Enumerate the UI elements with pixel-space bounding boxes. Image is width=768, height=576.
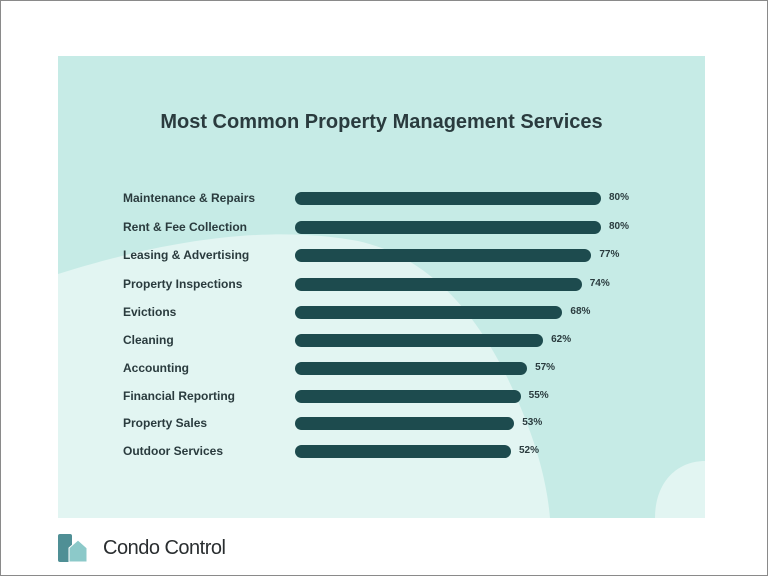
value-label: 53% [522, 417, 543, 428]
category-label: Financial Reporting [123, 389, 236, 403]
brand-name: Condo Control [103, 537, 226, 559]
value-label: 57% [535, 362, 556, 373]
category-label: Leasing & Advertising [123, 248, 250, 262]
value-label: 77% [599, 249, 620, 260]
category-label: Evictions [123, 305, 177, 319]
category-label: Accounting [123, 361, 189, 375]
value-label: 74% [589, 278, 610, 289]
bar [295, 334, 544, 347]
category-label: Maintenance & Repairs [123, 191, 256, 205]
bar [295, 306, 563, 319]
category-label: Outdoor Services [123, 444, 224, 458]
bar [295, 362, 528, 375]
bar [295, 221, 601, 234]
value-label: 68% [570, 306, 591, 317]
category-label: Rent & Fee Collection [123, 220, 248, 234]
value-label: 80% [608, 221, 629, 232]
bar [295, 390, 521, 403]
condo-control-logo [58, 534, 88, 562]
value-label: 52% [519, 445, 540, 456]
chart-panel [58, 56, 705, 518]
category-label: Cleaning [123, 333, 174, 347]
value-label: 62% [551, 334, 572, 345]
category-label: Property Inspections [123, 277, 243, 291]
value-label: 55% [528, 390, 549, 401]
value-label: 80% [608, 192, 629, 203]
category-label: Property Sales [123, 416, 208, 430]
chart-title: Most Common Property Management Services [160, 111, 603, 133]
bar [295, 249, 592, 262]
bar [295, 278, 582, 291]
bar [295, 192, 601, 205]
bar [295, 445, 511, 458]
bar [295, 417, 515, 430]
